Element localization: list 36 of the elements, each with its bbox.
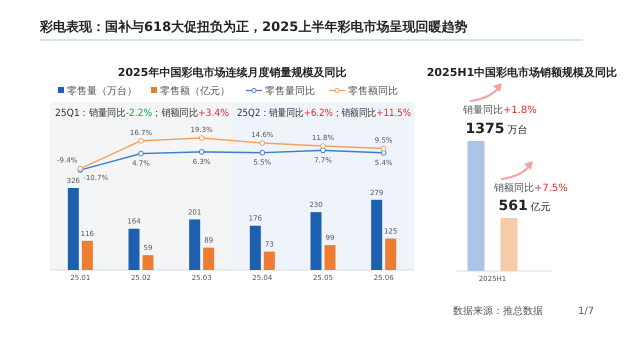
point <box>138 150 144 156</box>
text: 彩电表现：国补与618大促扭负为正，2025上半年彩电市场呈现回暖趋势 <box>39 19 468 35</box>
chart-title: 2025年中国彩电市场连续月度销量规模及同比 <box>118 66 346 79</box>
point <box>380 146 386 152</box>
point <box>260 150 266 156</box>
bar <box>203 248 214 270</box>
source-note: 数据来源：推总数据 <box>453 305 543 317</box>
bar <box>68 188 79 270</box>
bar <box>264 252 275 270</box>
bar <box>385 238 396 270</box>
bar <box>142 255 154 270</box>
bar <box>250 226 261 270</box>
legend-label: 零售量同比 <box>265 85 315 97</box>
annotation: 销额同比+7.5% <box>493 182 568 194</box>
bar <box>310 212 322 270</box>
text: 销量同比+1.8% <box>462 104 537 116</box>
text: 1/7 <box>578 306 594 317</box>
legend-label: 零售额（亿元） <box>160 85 230 97</box>
point <box>138 138 144 144</box>
legend-label: 零售量（万台） <box>67 85 137 97</box>
point <box>380 150 386 156</box>
bar <box>82 240 93 270</box>
bar <box>371 200 382 270</box>
point <box>198 149 204 155</box>
data-label: 1375 万台 <box>466 121 528 137</box>
legend-label: 零售额同比 <box>348 85 398 97</box>
bar <box>324 245 336 270</box>
point <box>320 148 326 154</box>
point <box>260 140 266 146</box>
bar <box>128 228 140 270</box>
band-label: 25Q1：销量同比-2.2%；销额同比+3.4% <box>55 107 232 119</box>
point <box>320 143 326 149</box>
data-label: 561 亿元 <box>498 198 551 214</box>
bar <box>189 219 200 270</box>
point <box>198 135 204 141</box>
chart-title: 2025H1中国彩电市场销额规模及同比 <box>426 66 618 79</box>
